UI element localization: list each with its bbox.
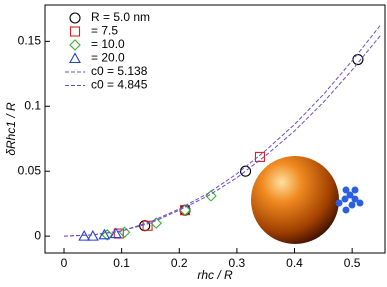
legend-label: = 10.0 bbox=[91, 37, 125, 51]
y-tick-label: 0.05 bbox=[18, 163, 42, 177]
marker bbox=[109, 227, 122, 239]
marker bbox=[101, 229, 114, 241]
y-tick-label: 0.1 bbox=[24, 98, 41, 112]
marker bbox=[86, 229, 99, 241]
marker bbox=[150, 217, 162, 229]
legend-label: c0 = 4.845 bbox=[91, 78, 148, 92]
x-tick-label: 0.1 bbox=[113, 256, 130, 270]
legend-swatch bbox=[69, 26, 81, 37]
legend: R = 5.0 nm= 7.5= 10.0= 20.0c0 = 5.138c0 … bbox=[65, 10, 150, 92]
legend-swatch bbox=[69, 52, 81, 64]
legend-label: = 7.5 bbox=[91, 24, 118, 38]
x-axis-label: rhc / R bbox=[197, 268, 233, 282]
marker bbox=[98, 228, 111, 240]
x-tick-label: 0 bbox=[61, 256, 68, 270]
legend-label: c0 = 5.138 bbox=[91, 64, 148, 78]
y-axis-label: δRhc1 / R bbox=[4, 102, 18, 156]
legend-label: = 20.0 bbox=[91, 51, 125, 65]
x-tick-label: 0.4 bbox=[286, 256, 303, 270]
marker bbox=[179, 204, 191, 216]
marker bbox=[239, 165, 252, 177]
x-tick-label: 0.3 bbox=[229, 256, 246, 270]
legend-swatch bbox=[69, 39, 81, 51]
fit-line bbox=[63, 34, 382, 237]
plot-frame bbox=[44, 4, 386, 254]
marker bbox=[352, 53, 364, 66]
x-tick-label: 0.5 bbox=[344, 256, 361, 270]
y-tick-label: 0 bbox=[34, 228, 41, 242]
plot-area bbox=[63, 24, 382, 241]
marker bbox=[205, 190, 217, 202]
legend-label: R = 5.0 nm bbox=[91, 10, 150, 24]
marker bbox=[78, 229, 91, 241]
y-tick-label: 0.15 bbox=[18, 34, 42, 48]
legend-swatch bbox=[69, 12, 81, 24]
marker bbox=[142, 220, 153, 231]
marker bbox=[254, 151, 265, 162]
x-tick-label: 0.2 bbox=[171, 256, 188, 270]
fit-line bbox=[63, 24, 382, 237]
illustration bbox=[251, 156, 364, 244]
